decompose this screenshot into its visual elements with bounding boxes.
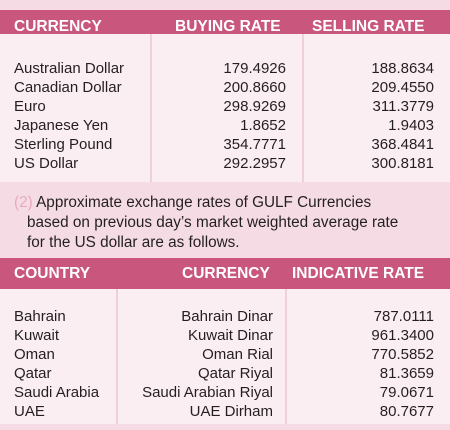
note-line: based on previous day’s market weighted … bbox=[27, 214, 399, 231]
buying-rate: 354.7771 bbox=[223, 136, 286, 153]
selling-rate: 368.4841 bbox=[371, 136, 434, 153]
header-indicative-rate: INDICATIVE RATE bbox=[292, 265, 425, 282]
country-name: UAE bbox=[14, 403, 45, 420]
currency-name: US Dollar bbox=[14, 155, 79, 172]
gulf-table-header: COUNTRY CURRENCY INDICATIVE RATE bbox=[0, 258, 450, 289]
currency-column: Australian Dollar Canadian Dollar Euro J… bbox=[14, 59, 124, 173]
selling-rate: 311.3779 bbox=[372, 98, 434, 115]
indicative-rate: 80.7677 bbox=[379, 403, 434, 420]
currency-name: Australian Dollar bbox=[14, 60, 125, 77]
gulf-currency-name: Qatar Riyal bbox=[197, 365, 273, 382]
header-currency: CURRENCY bbox=[14, 18, 102, 35]
buying-rate: 179.4926 bbox=[223, 60, 286, 77]
indicative-rate: 79.0671 bbox=[379, 384, 434, 401]
currency-name: Japanese Yen bbox=[14, 117, 109, 134]
gulf-currency-name: UAE Dirham bbox=[189, 403, 273, 420]
selling-rate: 188.8634 bbox=[371, 60, 434, 77]
selling-rate: 300.8181 bbox=[371, 155, 434, 172]
column-divider bbox=[285, 289, 287, 424]
column-divider bbox=[150, 34, 152, 182]
note-text: Approximate exchange rates of GULF Curre… bbox=[36, 194, 372, 211]
currency-name: Sterling Pound bbox=[14, 136, 113, 153]
note-line: (2) Approximate exchange rates of GULF C… bbox=[14, 193, 444, 213]
indicative-rate: 787.0111 bbox=[373, 308, 434, 325]
indicative-rate-column: 787.0111 961.3400 770.5852 81.3659 79.06… bbox=[320, 307, 434, 421]
gulf-currency-name: Oman Rial bbox=[202, 346, 273, 363]
note-number: (2) bbox=[14, 194, 33, 211]
country-name: Qatar bbox=[14, 365, 52, 382]
rates-table-body: Australian Dollar Canadian Dollar Euro J… bbox=[0, 34, 450, 182]
gulf-currency-name: Bahrain Dinar bbox=[181, 308, 273, 325]
indicative-rate: 81.3659 bbox=[379, 365, 434, 382]
gulf-currency-column: Bahrain Dinar Kuwait Dinar Oman Rial Qat… bbox=[122, 307, 273, 421]
gulf-currency-name: Saudi Arabian Riyal bbox=[142, 384, 273, 401]
header-selling-rate: SELLING RATE bbox=[312, 18, 425, 35]
column-divider bbox=[116, 289, 118, 424]
indicative-rate: 961.3400 bbox=[371, 327, 434, 344]
indicative-rate: 770.5852 bbox=[371, 346, 434, 363]
buying-rate: 292.2957 bbox=[223, 155, 286, 172]
selling-rate-column: 188.8634 209.4550 311.3779 1.9403 368.48… bbox=[320, 59, 434, 173]
buying-rate: 298.9269 bbox=[223, 98, 286, 115]
bottom-band bbox=[0, 424, 450, 430]
country-name: Kuwait bbox=[14, 327, 60, 344]
buying-rate: 1.8652 bbox=[240, 117, 286, 134]
gulf-table-body: Bahrain Kuwait Oman Qatar Saudi Arabia U… bbox=[0, 289, 450, 424]
header-currency: CURRENCY bbox=[182, 265, 270, 282]
currency-name: Canadian Dollar bbox=[14, 79, 122, 96]
selling-rate: 209.4550 bbox=[371, 79, 434, 96]
buying-rate-column: 179.4926 200.8660 298.9269 1.8652 354.77… bbox=[180, 59, 286, 173]
currency-name: Euro bbox=[14, 98, 46, 115]
selling-rate: 1.9403 bbox=[388, 117, 434, 134]
header-buying-rate: BUYING RATE bbox=[175, 18, 281, 35]
column-divider bbox=[302, 34, 304, 182]
gulf-currency-name: Kuwait Dinar bbox=[187, 327, 273, 344]
country-name: Bahrain bbox=[14, 308, 66, 325]
buying-rate: 200.8660 bbox=[223, 79, 286, 96]
note-line: for the US dollar are as follows. bbox=[27, 234, 240, 251]
country-column: Bahrain Kuwait Oman Qatar Saudi Arabia U… bbox=[14, 307, 99, 421]
header-country: COUNTRY bbox=[14, 265, 91, 282]
country-name: Oman bbox=[14, 346, 55, 363]
country-name: Saudi Arabia bbox=[14, 384, 100, 401]
gulf-rates-note: (2) Approximate exchange rates of GULF C… bbox=[14, 193, 444, 253]
